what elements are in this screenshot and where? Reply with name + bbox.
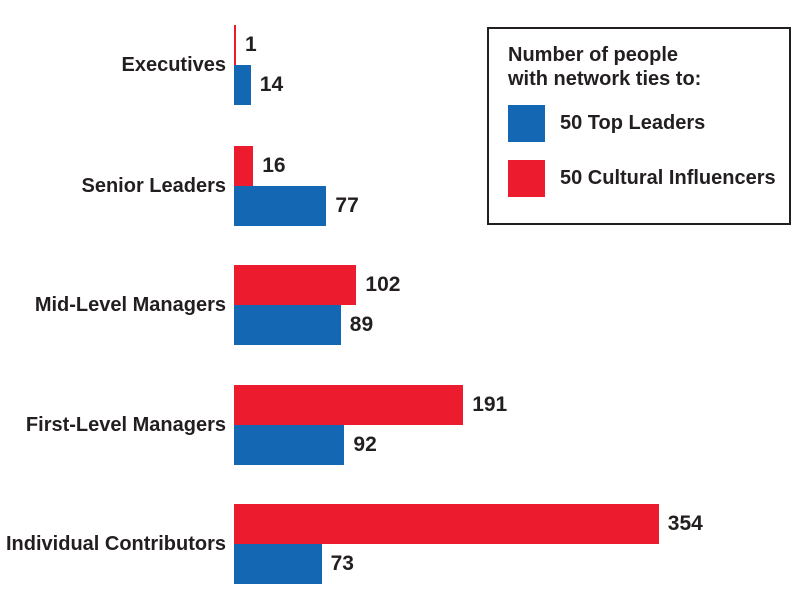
legend-item-top-leaders: 50 Top Leaders bbox=[508, 105, 770, 142]
category-label: Mid-Level Managers bbox=[34, 294, 226, 316]
legend-swatch-top-leaders bbox=[508, 105, 545, 142]
bar-cultural-influencers bbox=[234, 385, 464, 425]
legend-item-cultural-influencers: 50 Cultural Influencers bbox=[508, 160, 776, 197]
bar-cultural-influencers bbox=[234, 146, 254, 186]
value-label: 14 bbox=[259, 73, 284, 96]
bar-top-leaders bbox=[234, 305, 341, 345]
bar-top-leaders bbox=[234, 186, 327, 226]
value-label: 89 bbox=[349, 313, 374, 336]
value-label: 102 bbox=[365, 273, 401, 296]
legend-label-cultural-influencers: 50 Cultural Influencers bbox=[560, 167, 776, 189]
category-label: Individual Contributors bbox=[6, 533, 226, 555]
bar-cultural-influencers bbox=[234, 265, 357, 305]
bar-cultural-influencers bbox=[234, 504, 659, 544]
category-label: First-Level Managers bbox=[25, 414, 226, 436]
bar-top-leaders bbox=[234, 425, 345, 465]
value-label: 77 bbox=[335, 194, 359, 217]
value-label: 73 bbox=[330, 552, 354, 575]
bar-top-leaders bbox=[234, 65, 251, 105]
value-label: 92 bbox=[353, 433, 377, 456]
bar-cultural-influencers bbox=[234, 25, 236, 65]
value-label: 354 bbox=[667, 512, 703, 535]
value-label: 1 bbox=[245, 33, 257, 56]
legend-swatch-cultural-influencers bbox=[508, 160, 545, 197]
legend-box: Number of people with network ties to: 5… bbox=[487, 27, 791, 225]
category-label: Senior Leaders bbox=[81, 175, 226, 197]
value-label: 16 bbox=[262, 154, 286, 177]
value-label: 191 bbox=[472, 393, 508, 416]
legend-label-top-leaders: 50 Top Leaders bbox=[560, 112, 706, 134]
legend-title: Number of people with network ties to: bbox=[508, 44, 702, 90]
bar-top-leaders bbox=[234, 544, 322, 584]
category-label: Executives bbox=[121, 54, 226, 76]
